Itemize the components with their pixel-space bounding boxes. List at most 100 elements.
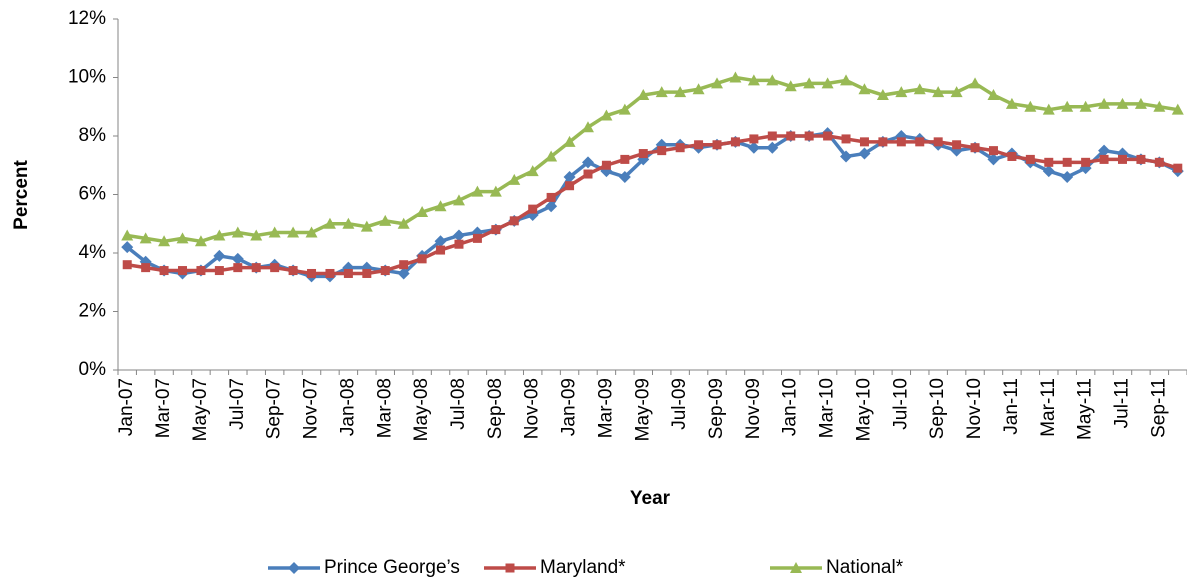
marker	[786, 131, 796, 141]
marker	[434, 235, 447, 248]
y-tick-label: 2%	[79, 301, 107, 322]
marker	[436, 245, 446, 255]
x-tick-label: Jul-10	[890, 378, 911, 430]
marker	[360, 220, 373, 232]
x-tick-label: Nov-08	[522, 378, 543, 439]
marker	[139, 232, 152, 244]
y-tick-label: 4%	[79, 242, 107, 263]
marker	[637, 89, 650, 101]
marker	[489, 185, 502, 197]
marker	[876, 89, 889, 101]
marker	[176, 232, 189, 244]
marker	[194, 235, 207, 247]
marker	[601, 160, 611, 170]
marker	[620, 154, 630, 164]
marker	[472, 233, 482, 243]
x-tick-label: Sep-07	[264, 378, 285, 439]
marker	[1079, 100, 1092, 112]
y-axis-title: Percent	[11, 159, 32, 229]
x-tick-label: Sep-11	[1148, 378, 1169, 438]
x-tick-label: May-11	[1075, 378, 1096, 440]
marker	[307, 268, 317, 278]
marker	[969, 77, 982, 89]
marker	[804, 131, 814, 141]
marker	[859, 137, 869, 147]
marker	[1134, 97, 1147, 109]
marker	[268, 226, 281, 238]
x-axis-title: Year	[630, 488, 671, 509]
marker	[122, 260, 132, 270]
x-tick-label: Jul-08	[448, 378, 469, 430]
marker	[545, 200, 558, 213]
x-tick-label: Jul-07	[227, 378, 248, 430]
marker	[767, 131, 777, 141]
marker	[766, 74, 779, 86]
x-tick-label: Jul-09	[669, 378, 690, 430]
marker	[1005, 97, 1018, 109]
x-tick-label: Nov-07	[301, 378, 322, 439]
x-tick-label: Mar-11	[1038, 378, 1059, 437]
x-tick-label: Mar-10	[817, 378, 838, 438]
marker	[159, 266, 169, 276]
y-tick-label: 6%	[79, 184, 107, 205]
x-tick-label: Jan-09	[559, 378, 580, 436]
marker	[747, 74, 760, 86]
x-tick-label: Jan-08	[337, 378, 358, 436]
marker	[545, 150, 558, 162]
marker	[987, 89, 1000, 101]
marker	[233, 263, 243, 273]
legend-label: National*	[826, 557, 904, 578]
marker	[526, 165, 539, 177]
marker	[878, 137, 888, 147]
marker	[1173, 163, 1183, 173]
marker	[323, 217, 336, 229]
marker	[638, 149, 648, 159]
marker	[1042, 165, 1055, 178]
legend-label: Maryland*	[540, 557, 626, 578]
marker	[270, 263, 280, 273]
marker	[452, 229, 465, 242]
marker	[1044, 157, 1054, 167]
marker	[380, 266, 390, 276]
marker	[434, 200, 447, 212]
marker	[305, 226, 318, 238]
marker	[950, 86, 963, 98]
marker	[600, 109, 613, 121]
marker	[546, 192, 556, 202]
marker	[1024, 100, 1037, 112]
marker	[1098, 144, 1111, 157]
marker	[158, 235, 171, 247]
marker	[417, 254, 427, 264]
x-tick-label: May-10	[853, 378, 874, 441]
x-tick-label: Jan-11	[1001, 378, 1022, 435]
marker	[657, 146, 667, 156]
marker	[674, 86, 687, 98]
marker	[399, 260, 409, 270]
marker	[563, 135, 576, 147]
marker	[915, 137, 925, 147]
y-tick-label: 12%	[68, 8, 106, 29]
x-tick-label: Jan-10	[780, 378, 801, 436]
marker	[491, 225, 501, 235]
x-tick-label: Jan-07	[116, 378, 137, 436]
marker	[452, 194, 465, 206]
marker	[1116, 97, 1129, 109]
marker	[454, 239, 464, 249]
marker	[933, 137, 943, 147]
marker	[287, 226, 300, 238]
marker	[213, 249, 226, 262]
marker	[766, 141, 779, 154]
marker	[747, 141, 760, 154]
x-tick-label: Jul-11	[1112, 378, 1133, 428]
marker	[970, 143, 980, 153]
marker	[1061, 170, 1074, 183]
marker	[121, 241, 134, 254]
marker	[675, 143, 685, 153]
marker	[896, 137, 906, 147]
marker	[1025, 154, 1035, 164]
marker	[655, 86, 668, 98]
marker	[231, 252, 244, 265]
marker	[1081, 157, 1091, 167]
x-tick-label: Mar-07	[153, 378, 174, 438]
marker	[895, 86, 908, 98]
